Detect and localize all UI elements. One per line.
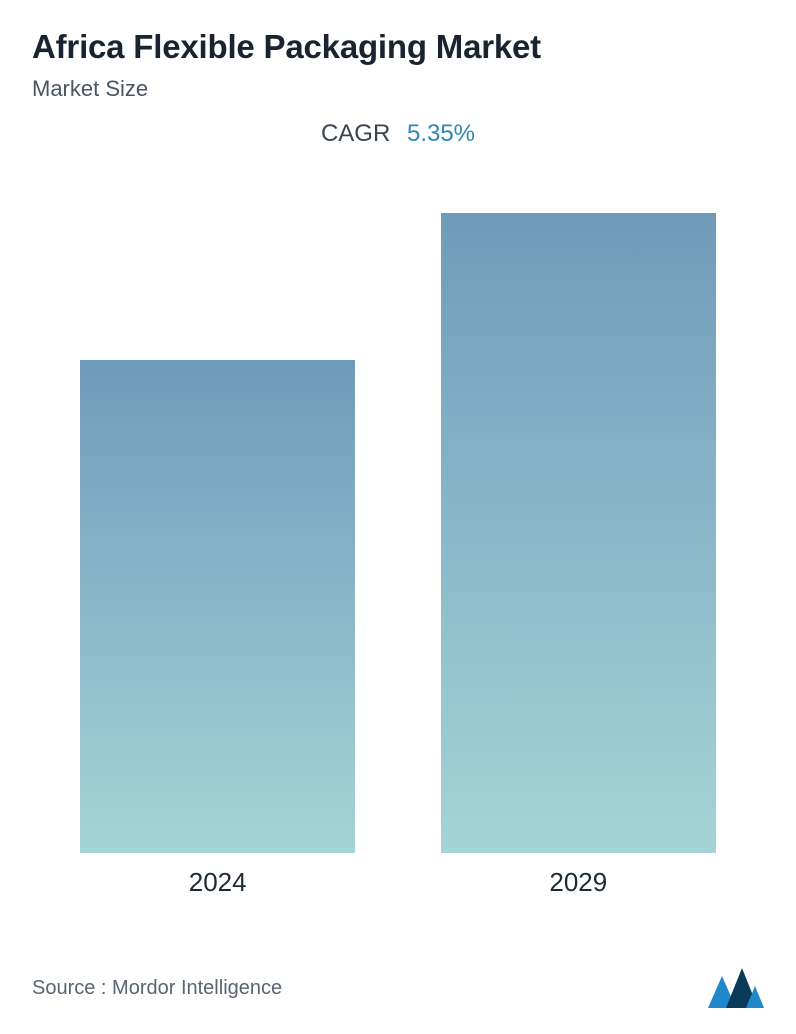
bar-slot: 2029	[433, 213, 723, 898]
bar	[441, 213, 716, 853]
page-subtitle: Market Size	[32, 76, 764, 102]
bar-slot: 2024	[73, 360, 363, 898]
bar	[80, 360, 355, 853]
market-card: Africa Flexible Packaging Market Market …	[0, 0, 796, 1034]
bar-x-label: 2024	[189, 867, 247, 898]
bar-x-label: 2029	[549, 867, 607, 898]
bars-container: 2024 2029	[32, 218, 764, 898]
footer: Source : Mordor Intelligence	[32, 968, 764, 1008]
cagr-value: 5.35%	[407, 120, 475, 147]
bar-chart: 2024 2029	[32, 178, 764, 898]
page-title: Africa Flexible Packaging Market	[32, 28, 764, 66]
cagr-row: CAGR 5.35%	[32, 120, 764, 148]
cagr-label: CAGR	[321, 120, 390, 147]
source-text: Source : Mordor Intelligence	[32, 977, 282, 1000]
mordor-logo-icon	[708, 968, 764, 1008]
